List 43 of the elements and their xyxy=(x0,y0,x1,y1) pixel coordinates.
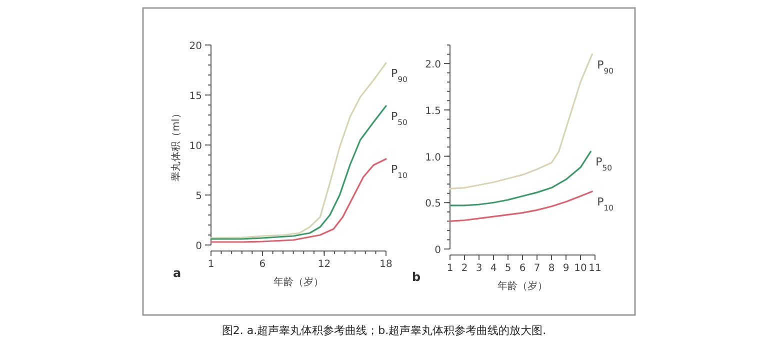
line-series xyxy=(210,105,387,240)
line-series xyxy=(449,150,592,206)
x-tick-label: 12 xyxy=(318,259,331,270)
x-tick-label: 4 xyxy=(490,263,497,274)
y-tick-label: 15 xyxy=(189,91,202,102)
y-tick-label: 5 xyxy=(196,191,202,202)
series-label: P$_{10}$ xyxy=(391,163,408,180)
y-tick-label: 10 xyxy=(189,141,202,152)
x-tick-label: 10 xyxy=(574,263,587,274)
x-tick-label: 6 xyxy=(259,259,266,270)
y-tick-label: 1.5 xyxy=(425,106,441,117)
x-tick-label: 1 xyxy=(446,263,454,274)
x-tick-label: 1 xyxy=(208,259,214,270)
y-tick-label: 2.0 xyxy=(425,60,441,71)
y-axis-title: 睾丸体积（ml） xyxy=(170,108,182,182)
series-label: P$_{90}$ xyxy=(391,67,408,84)
x-axis-title: 年龄（岁） xyxy=(498,280,548,292)
x-tick-label: 11 xyxy=(588,263,602,274)
y-tick-label: 0.5 xyxy=(425,198,441,210)
y-tick-label: 1.0 xyxy=(425,152,441,164)
line-series xyxy=(210,62,387,239)
text: b xyxy=(412,270,421,284)
y-tick-label: 0 xyxy=(434,245,441,256)
x-tick-label: 8 xyxy=(548,263,555,274)
line-series xyxy=(449,190,593,222)
series-label: P$_{50}$ xyxy=(391,110,408,126)
series-label: P$_{50}$ xyxy=(596,156,612,172)
y-tick-label: 20 xyxy=(189,41,202,52)
series-label: P$_{90}$ xyxy=(597,58,614,75)
x-tick-label: 5 xyxy=(504,263,512,274)
text: a xyxy=(173,266,182,280)
series-label: P$_{10}$ xyxy=(597,196,614,212)
x-tick-label: 3 xyxy=(476,263,482,274)
x-axis-title: 年龄（岁） xyxy=(274,276,324,288)
caption: 图2. a.超声睾丸体积参考曲线；b.超声睾丸体积参考曲线的放大图. xyxy=(222,324,546,337)
x-tick-label: 18 xyxy=(380,259,392,270)
line-series xyxy=(210,158,387,243)
x-tick-label: 9 xyxy=(562,263,570,274)
x-tick-label: 6 xyxy=(519,263,526,274)
x-tick-label: 2 xyxy=(461,263,468,274)
line-series xyxy=(449,53,593,190)
y-tick-label: 0 xyxy=(196,241,202,252)
x-tick-label: 7 xyxy=(534,263,540,274)
